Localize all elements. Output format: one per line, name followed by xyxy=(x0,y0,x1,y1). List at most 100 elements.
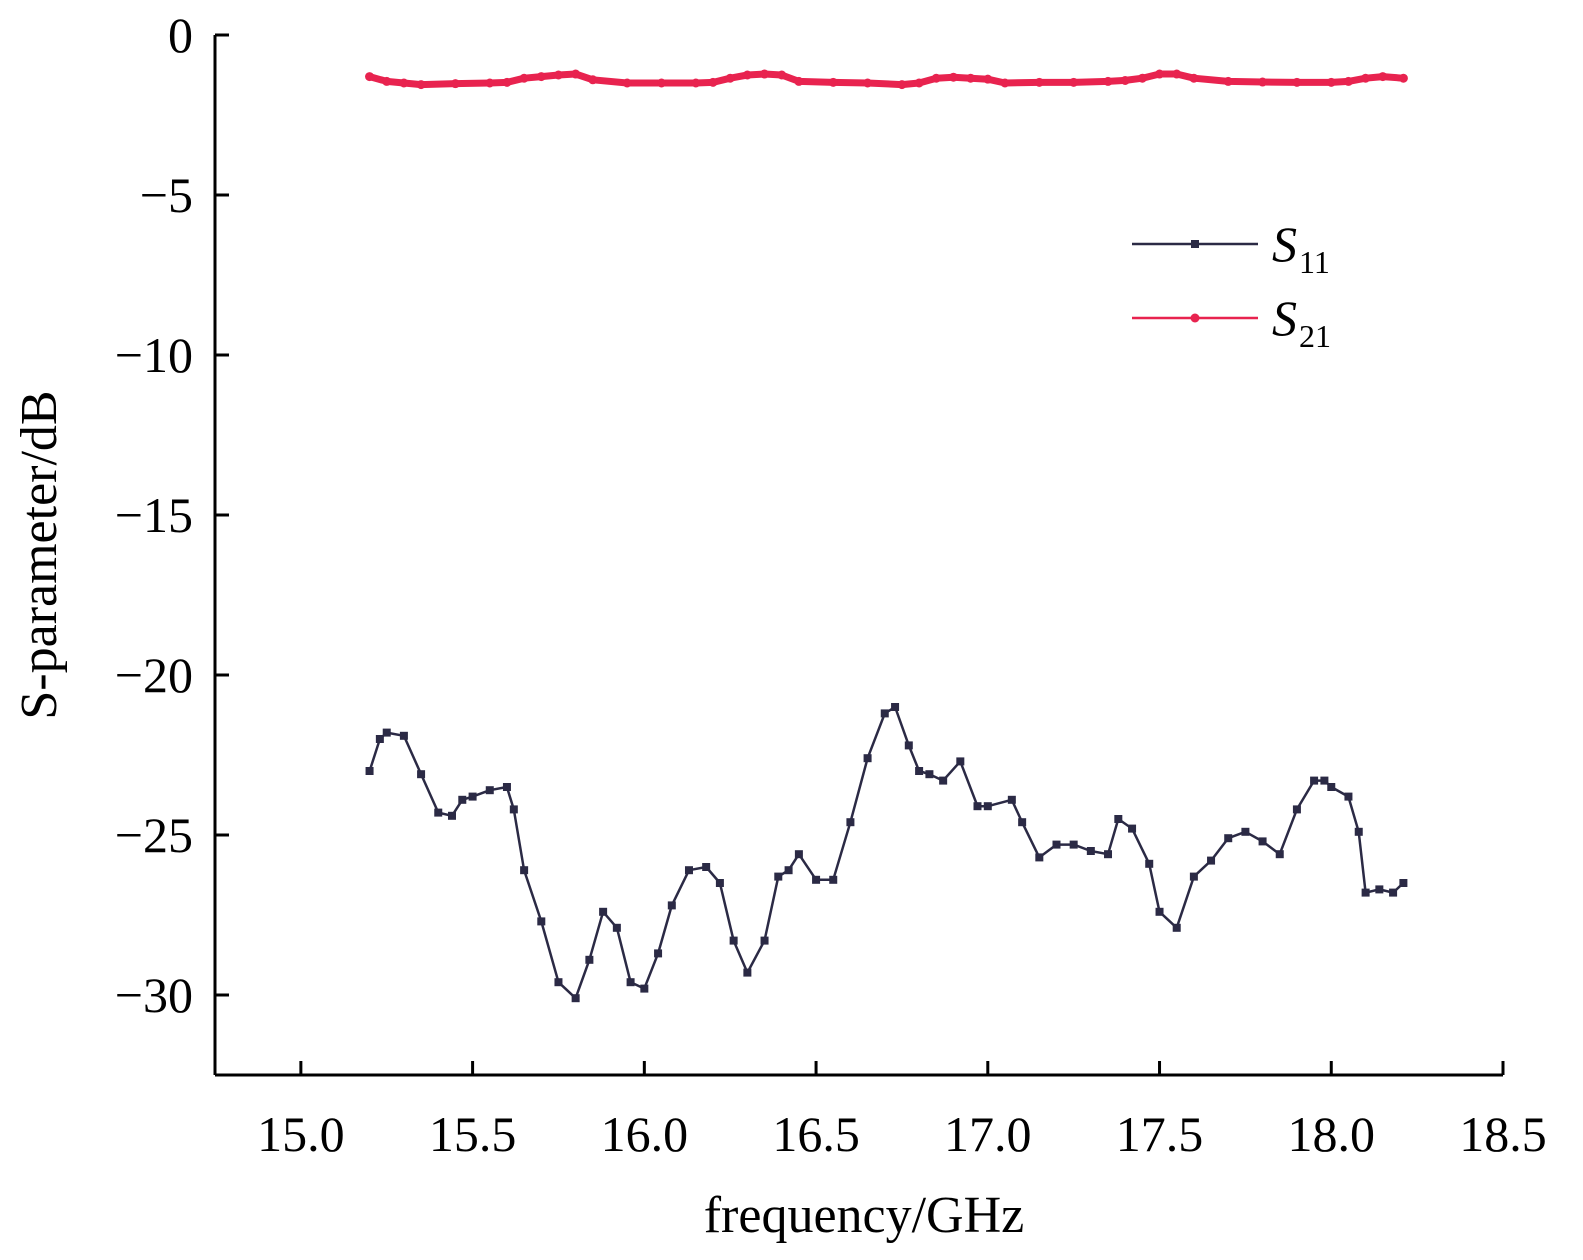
s11-point xyxy=(571,994,580,1003)
s11-point xyxy=(365,767,374,775)
s21-point xyxy=(382,76,392,86)
s21-point xyxy=(1361,73,1371,83)
s21-point xyxy=(588,75,598,85)
legend-label: S11 xyxy=(1272,216,1330,280)
s11-point xyxy=(1035,853,1044,862)
s11-point xyxy=(1344,792,1353,801)
s11-point xyxy=(729,936,738,945)
s21-point xyxy=(1223,76,1233,86)
s11-point xyxy=(925,770,934,779)
s11-point xyxy=(1145,859,1154,868)
x-axis-title: frequency/GHz xyxy=(704,1187,1025,1244)
s11-point xyxy=(1224,834,1233,843)
series-s21 xyxy=(365,69,1408,90)
s21-point xyxy=(1172,69,1182,79)
legend-item-s21: S21 xyxy=(1132,290,1331,354)
y-ticks: 0 −5 −10 −15 −20 −25 −30 xyxy=(115,7,229,1023)
s21-point xyxy=(1398,73,1408,83)
s11-point xyxy=(956,757,965,766)
s21-point xyxy=(1103,76,1113,86)
s11-point xyxy=(1086,847,1095,855)
s11-point xyxy=(1399,879,1408,887)
s11-point xyxy=(502,783,511,791)
s11-point xyxy=(743,968,752,977)
s21-point xyxy=(485,78,495,88)
s21-point xyxy=(536,72,546,82)
s21-point xyxy=(657,78,667,88)
legend-marker xyxy=(1191,240,1199,248)
x-tick-label: 17.0 xyxy=(944,1106,1032,1162)
s11-point xyxy=(880,709,889,718)
s21-point xyxy=(794,76,804,86)
s11-point xyxy=(434,808,443,817)
s11-point xyxy=(654,949,663,958)
s11-point xyxy=(1155,907,1164,916)
s11-point xyxy=(1389,888,1398,897)
series-s11 xyxy=(365,703,1408,1003)
s11-point xyxy=(399,731,408,740)
s11-point xyxy=(1327,783,1336,791)
s11-point xyxy=(939,776,948,785)
s11-point xyxy=(1320,776,1329,785)
s11-point xyxy=(973,802,982,811)
s21-point xyxy=(622,78,632,88)
s21-point xyxy=(863,78,873,88)
s11-point xyxy=(812,875,821,884)
s11-point xyxy=(626,978,635,987)
s21-point xyxy=(1343,76,1353,86)
s21-point xyxy=(553,70,563,80)
s11-point xyxy=(1104,850,1113,859)
s11-point xyxy=(417,770,426,779)
s21-point xyxy=(1155,69,1165,79)
s11-point xyxy=(1207,856,1216,865)
legend-label-subscript: 21 xyxy=(1299,318,1331,354)
s21-point xyxy=(760,69,770,79)
s21-point xyxy=(931,73,941,83)
s21-point xyxy=(1034,77,1044,87)
s21-point xyxy=(450,79,460,89)
legend-label-main: S xyxy=(1272,216,1297,272)
s11-point xyxy=(458,795,467,804)
s11-line xyxy=(368,705,1405,1000)
legend-item-s11: S11 xyxy=(1132,216,1330,280)
y-tick-label: −10 xyxy=(115,327,193,383)
x-tick-label: 15.5 xyxy=(429,1106,517,1162)
s21-point xyxy=(365,72,375,82)
s21-point xyxy=(1000,78,1010,88)
y-tick-label: −25 xyxy=(115,807,193,863)
s11-point xyxy=(667,901,676,910)
y-tick-label: −5 xyxy=(140,167,193,223)
s11-point xyxy=(1007,795,1016,804)
s11-point xyxy=(585,955,594,964)
s21-point xyxy=(742,70,752,80)
s11-point xyxy=(829,875,838,884)
s11-point xyxy=(784,866,793,875)
x-tick-label: 18.0 xyxy=(1288,1106,1376,1162)
s11-point xyxy=(1354,827,1363,836)
s11-point xyxy=(863,754,872,763)
s11-point xyxy=(702,863,711,871)
s11-point xyxy=(375,735,384,743)
legend-label-subscript: 11 xyxy=(1299,244,1330,280)
s11-point xyxy=(1310,776,1319,785)
s11-point xyxy=(509,805,518,814)
s21-point xyxy=(1378,72,1388,82)
s11-point xyxy=(485,786,494,795)
y-tick-label: 0 xyxy=(168,7,193,63)
s21-point xyxy=(1069,77,1079,87)
x-ticks: 15.0 15.5 16.0 16.5 17.0 17.5 18.0 18.5 xyxy=(257,1061,1547,1162)
s21-point xyxy=(1189,73,1199,83)
s11-point xyxy=(846,818,855,827)
s11-point xyxy=(520,866,529,875)
x-tick-label: 16.5 xyxy=(772,1106,860,1162)
s11-point xyxy=(554,978,563,987)
s21-point xyxy=(1258,77,1268,87)
s21-point xyxy=(777,70,787,80)
s11-point xyxy=(760,936,769,945)
s11-point xyxy=(612,923,621,932)
y-axis-title: S-parameter/dB xyxy=(11,390,68,719)
s11-point xyxy=(891,703,900,711)
s21-point xyxy=(828,77,838,87)
s21-line xyxy=(366,70,1407,89)
